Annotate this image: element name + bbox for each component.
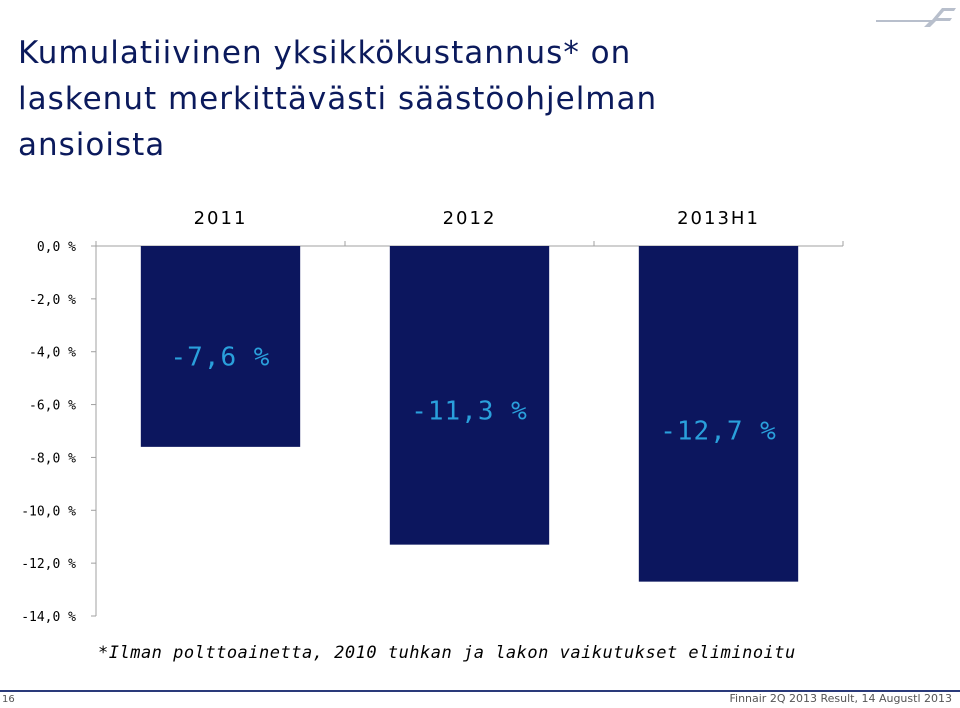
title-line-2: laskenut merkittävästi säästöohjelman	[18, 81, 658, 117]
y-tick-label: -8,0 %	[29, 451, 76, 466]
title-line-1: Kumulatiivinen yksikkökustannus* on	[18, 35, 632, 71]
page-title: Kumulatiivinen yksikkökustannus* on lask…	[18, 30, 838, 168]
bar	[638, 246, 799, 582]
y-tick-label: -10,0 %	[21, 504, 76, 519]
x-tick-label: 2013H1	[677, 208, 760, 229]
page-number: 16	[2, 694, 15, 705]
footer-divider	[0, 690, 960, 692]
bar	[389, 246, 550, 545]
y-tick-label: -4,0 %	[29, 346, 76, 361]
y-tick-label: -14,0 %	[21, 610, 76, 625]
data-label: -7,6 %	[171, 342, 271, 372]
x-tick-label: 2012	[443, 208, 497, 229]
y-tick-label: -6,0 %	[29, 399, 76, 414]
data-label: -11,3 %	[411, 396, 528, 426]
title-line-3: ansioista	[18, 127, 166, 163]
footnote: *Ilman polttoainetta, 2010 tuhkan ja lak…	[98, 643, 796, 663]
bar	[140, 246, 301, 447]
y-tick-label: -12,0 %	[21, 557, 76, 572]
x-tick-label: 2011	[194, 208, 248, 229]
footer-text: Finnair 2Q 2013 Result, 14 Augustl 2013	[729, 692, 952, 705]
y-tick-label: 0,0 %	[37, 240, 76, 255]
data-label: -12,7 %	[660, 417, 777, 447]
y-tick-label: -2,0 %	[29, 293, 76, 308]
finnair-logo-icon	[876, 8, 956, 27]
